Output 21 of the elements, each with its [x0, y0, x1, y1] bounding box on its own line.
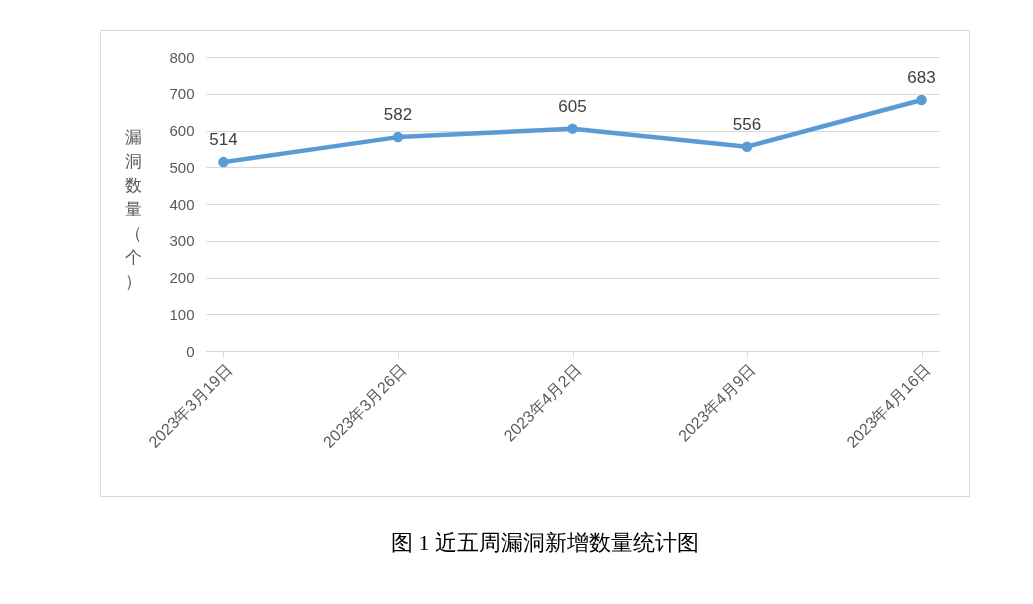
data-label: 605 [558, 96, 587, 116]
y-tick-label: 300 [169, 232, 195, 250]
y-tick-label: 100 [169, 305, 195, 323]
y-tick-label: 500 [169, 158, 195, 176]
data-label: 556 [732, 114, 762, 134]
y-tick-label: 700 [169, 85, 195, 103]
y-tick-label: 0 [186, 342, 195, 360]
point [392, 131, 404, 143]
point [567, 123, 578, 134]
data-label: 582 [383, 105, 413, 125]
y-axis-title: 漏洞数量（个） [125, 127, 142, 291]
y-tick-label: 400 [169, 195, 195, 213]
point [218, 156, 229, 168]
y-tick-label: 800 [169, 48, 195, 66]
data-label: 683 [907, 68, 936, 87]
data-label: 514 [209, 130, 238, 150]
point [916, 94, 927, 106]
y-tick-label: 200 [169, 269, 195, 286]
y-tick-label: 600 [169, 122, 195, 139]
point [741, 141, 753, 152]
text: 图 1 近五周漏洞新增数量统计图 [390, 529, 700, 557]
